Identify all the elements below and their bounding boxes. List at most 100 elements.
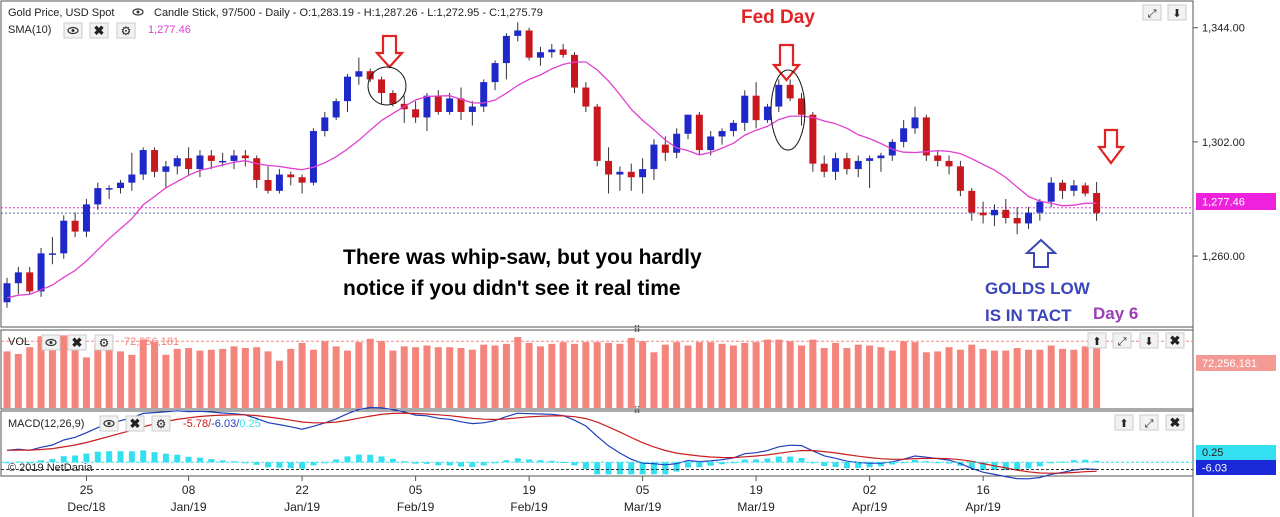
candle-body: [661, 144, 669, 153]
macd-histogram-bar: [299, 462, 306, 469]
macd-histogram-bar: [355, 454, 362, 463]
macd-close-button[interactable]: ✖: [125, 415, 145, 432]
macd-histogram-bar: [912, 459, 918, 463]
candle: [151, 147, 159, 178]
vol-close-panel-button[interactable]: ✖: [1165, 332, 1185, 349]
candle-body: [128, 174, 136, 183]
highlight-oval-icon: [770, 69, 806, 151]
candle-body: [639, 169, 647, 178]
resize-handle-volume[interactable]: ⠿: [633, 325, 640, 336]
macd-histogram-bar: [764, 458, 771, 463]
volume-bar: [1093, 341, 1101, 408]
candle: [968, 188, 976, 221]
macd-histogram-bar: [685, 462, 691, 468]
candle-body: [945, 160, 953, 167]
candle-body: [173, 158, 181, 167]
candle: [571, 52, 578, 93]
candle: [1036, 198, 1044, 221]
volume-bar: [468, 349, 476, 408]
macd-histogram-bar: [832, 462, 839, 467]
volume-bar: [684, 345, 692, 408]
macd-layer: [1, 406, 1193, 480]
macd-line: [6, 406, 1097, 480]
sma-eye-button[interactable]: [63, 22, 83, 39]
eye-icon: [67, 26, 79, 35]
candle-body: [866, 158, 874, 161]
macd-eye-button[interactable]: [99, 415, 119, 432]
volume-bar: [1047, 345, 1055, 408]
candle: [956, 160, 964, 197]
candle: [287, 171, 295, 186]
volume-bar: [321, 341, 329, 408]
candle-body: [798, 98, 805, 115]
candle-body: [763, 106, 771, 121]
candle: [1002, 198, 1010, 224]
macd-values: -5.78/-6.03/0.25: [183, 418, 261, 430]
candle-body: [650, 144, 658, 170]
candle: [798, 92, 805, 126]
macd-expand-button[interactable]: ⤢: [1139, 414, 1159, 431]
gear-icon: ⚙: [99, 336, 110, 350]
macd-close-panel-button[interactable]: ✖: [1165, 414, 1185, 431]
eye-icon: [45, 338, 57, 347]
candle: [230, 150, 238, 170]
vol-close-button[interactable]: ✖: [67, 334, 87, 351]
candle: [14, 266, 22, 295]
volume-bar: [491, 345, 499, 408]
candle-body: [423, 95, 431, 118]
volume-bar: [1059, 348, 1067, 408]
macd-histogram-bar: [412, 462, 419, 464]
candle: [911, 106, 919, 134]
macd-histogram-bar: [877, 462, 884, 467]
header-eye-button[interactable]: [132, 8, 144, 16]
macd-histogram-bar: [344, 456, 351, 463]
x-tick-month: Feb/19: [510, 500, 548, 514]
candle-body: [820, 163, 828, 172]
candle: [298, 174, 306, 194]
macd-histogram-bar: [571, 462, 578, 466]
macd-histogram-bar: [310, 462, 317, 466]
volume-bar: [48, 337, 56, 408]
candle: [990, 204, 998, 227]
x-tick-month: Dec/18: [67, 500, 105, 514]
macd-histogram-bar: [753, 459, 760, 463]
resize-handle-macd[interactable]: ⠿: [633, 406, 640, 417]
vol-settings-button[interactable]: ⚙: [94, 334, 114, 351]
volume-bars: [1, 335, 1193, 408]
volume-bar: [627, 337, 635, 408]
volume-bar: [366, 338, 374, 408]
vol-expand-button[interactable]: ⤢: [1112, 332, 1132, 349]
candle: [60, 215, 68, 259]
close-icon: ✖: [1170, 415, 1181, 430]
macd-histogram-bar: [628, 462, 635, 475]
candle-body: [332, 101, 340, 118]
candle-body: [514, 30, 522, 36]
candle: [718, 128, 726, 145]
candle-body: [71, 220, 79, 232]
candle-body: [321, 117, 329, 132]
vol-down-button[interactable]: ⬇: [1139, 332, 1159, 349]
volume-bar: [605, 342, 613, 408]
candle: [832, 152, 840, 180]
macd-settings-button[interactable]: ⚙: [151, 415, 171, 432]
sma-settings-button[interactable]: ⚙: [116, 22, 136, 39]
candle: [412, 101, 420, 123]
macd-histogram-badge: [1196, 445, 1276, 460]
price-down-button[interactable]: ⬇: [1167, 4, 1187, 21]
candle: [673, 128, 681, 159]
volume-bar: [423, 345, 431, 408]
volume-bar: [673, 342, 681, 408]
sma-close-button[interactable]: ✖: [89, 22, 109, 39]
macd-histogram-bar: [526, 459, 533, 463]
macd-histogram-bar: [49, 459, 56, 463]
candle-body: [752, 95, 760, 121]
price-expand-button[interactable]: ⤢: [1142, 4, 1162, 21]
macd-histogram-bar: [265, 462, 272, 468]
vol-eye-button[interactable]: [41, 334, 61, 351]
vol-up-button[interactable]: ⬆: [1087, 332, 1107, 349]
macd-histogram-bar: [333, 459, 340, 463]
macd-up-button[interactable]: ⬆: [1114, 414, 1134, 431]
volume-bar: [480, 344, 488, 408]
candle-body: [468, 106, 476, 112]
